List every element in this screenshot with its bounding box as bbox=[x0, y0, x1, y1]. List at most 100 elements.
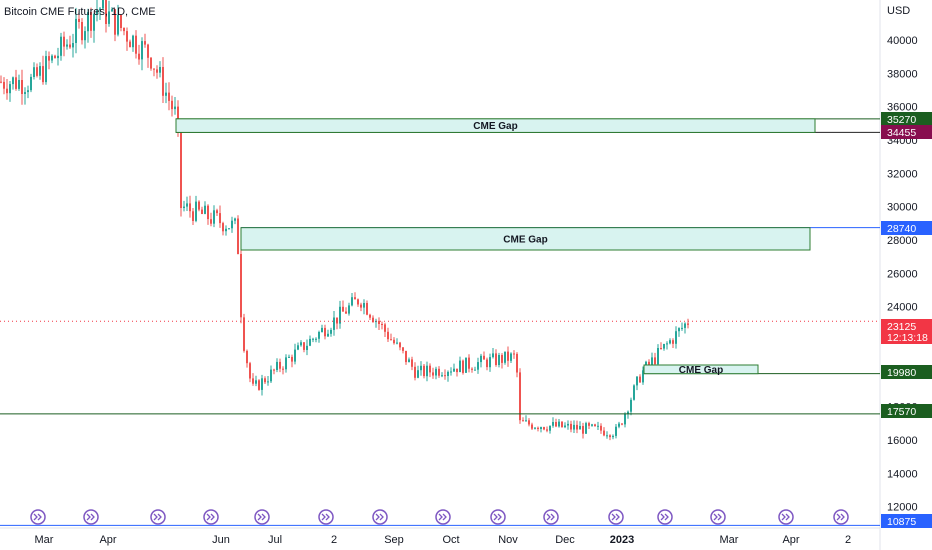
candle bbox=[18, 74, 20, 91]
candle-body bbox=[273, 369, 275, 371]
candle-body bbox=[462, 360, 464, 373]
candle-body bbox=[120, 15, 122, 28]
candle-body bbox=[354, 297, 356, 300]
candle-body bbox=[243, 317, 245, 351]
candle bbox=[174, 97, 176, 115]
candle bbox=[474, 366, 476, 371]
candle bbox=[576, 420, 578, 434]
candle bbox=[606, 431, 608, 439]
price-axis-tick: 38000 bbox=[887, 68, 918, 80]
candle-body bbox=[609, 435, 611, 438]
candle bbox=[225, 225, 227, 236]
candle bbox=[480, 353, 482, 368]
candle bbox=[654, 352, 656, 366]
price-badge bbox=[881, 112, 932, 126]
candle-body bbox=[255, 380, 257, 384]
candle-body bbox=[24, 92, 26, 94]
candle-body bbox=[207, 205, 209, 220]
candle-body bbox=[309, 338, 311, 346]
candle-body bbox=[126, 31, 128, 42]
candle bbox=[210, 212, 212, 227]
candle bbox=[12, 76, 14, 90]
time-axis-label: Mar bbox=[35, 534, 54, 546]
candle-body bbox=[219, 213, 221, 224]
candle-body bbox=[348, 305, 350, 314]
candle-body bbox=[471, 368, 473, 370]
candle-body bbox=[423, 365, 425, 377]
candle-body bbox=[648, 361, 650, 365]
candle-body bbox=[54, 55, 56, 59]
candle bbox=[138, 44, 140, 65]
candle-body bbox=[684, 323, 686, 328]
candle bbox=[105, 0, 107, 33]
candle bbox=[54, 54, 56, 59]
candle bbox=[75, 7, 77, 54]
candle-body bbox=[132, 35, 134, 48]
candle bbox=[192, 208, 194, 225]
candle-body bbox=[627, 411, 629, 414]
candle bbox=[216, 208, 218, 216]
candle bbox=[627, 410, 629, 419]
price-axis-currency: USD bbox=[887, 5, 910, 17]
candle bbox=[486, 357, 488, 371]
candle bbox=[570, 420, 572, 433]
candle-body bbox=[75, 18, 77, 43]
candle-body bbox=[315, 338, 317, 340]
candle-body bbox=[246, 350, 248, 364]
candle-body bbox=[453, 368, 455, 372]
candle-body bbox=[492, 353, 494, 358]
candle bbox=[261, 374, 263, 396]
candle bbox=[603, 427, 605, 437]
double-chevron-right-icon bbox=[318, 509, 334, 525]
candle bbox=[282, 366, 284, 375]
candle bbox=[420, 361, 422, 376]
candle bbox=[273, 368, 275, 375]
chart-legend-title[interactable]: Bitcoin CME Futures, 1D, CME bbox=[4, 6, 156, 18]
candle-body bbox=[675, 331, 677, 344]
candle bbox=[36, 63, 38, 78]
price-axis-tick: 40000 bbox=[887, 35, 918, 47]
candle bbox=[489, 353, 491, 372]
candle-body bbox=[447, 371, 449, 376]
candle bbox=[276, 358, 278, 373]
candle-body bbox=[363, 303, 365, 308]
candle bbox=[39, 62, 41, 80]
candle bbox=[558, 419, 560, 428]
candle-body bbox=[444, 375, 446, 377]
cme-gap-box bbox=[240, 227, 811, 251]
candle-body bbox=[630, 399, 632, 412]
candle bbox=[429, 363, 431, 378]
candle-body bbox=[216, 210, 218, 214]
candle-body bbox=[597, 425, 599, 427]
candle bbox=[435, 366, 437, 380]
candle-body bbox=[204, 205, 206, 214]
candle-body bbox=[231, 220, 233, 229]
candle bbox=[567, 420, 569, 430]
candle bbox=[339, 300, 341, 329]
candle-body bbox=[114, 9, 116, 35]
candle-body bbox=[567, 423, 569, 426]
candle-body bbox=[279, 361, 281, 369]
candle bbox=[228, 228, 230, 230]
candle bbox=[543, 426, 545, 431]
candle bbox=[354, 292, 356, 300]
candle bbox=[441, 372, 443, 378]
candle-body bbox=[318, 332, 320, 339]
price-axis-tick: 32000 bbox=[887, 168, 918, 180]
candle-body bbox=[615, 426, 617, 436]
candle-body bbox=[189, 203, 191, 212]
candle-body bbox=[324, 327, 326, 337]
price-badge-value: 19980 bbox=[887, 367, 916, 379]
double-chevron-right-icon bbox=[657, 509, 673, 525]
candle bbox=[327, 329, 329, 337]
candle-body bbox=[573, 424, 575, 430]
candle bbox=[519, 368, 521, 424]
candle bbox=[135, 30, 137, 59]
candle-body bbox=[144, 41, 146, 45]
candle-body bbox=[312, 338, 314, 340]
candle-body bbox=[240, 254, 242, 318]
candle bbox=[663, 343, 665, 351]
candle bbox=[300, 340, 302, 347]
